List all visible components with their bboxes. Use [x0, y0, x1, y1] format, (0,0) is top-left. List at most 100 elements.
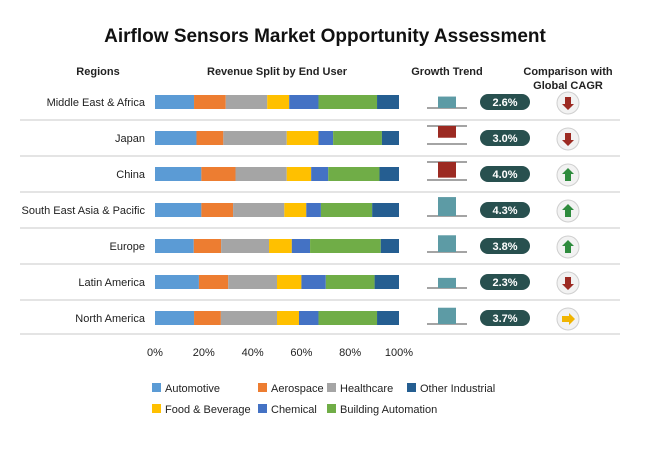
row-japan: Japan 3.0%: [115, 125, 580, 151]
bar-segment-building-automation: [318, 311, 378, 325]
legend-label-building-automation: Building Automation: [340, 404, 437, 416]
x-axis: 0% 20% 40% 60% 80% 100%: [147, 347, 413, 359]
row-north-america: North America 3.7%: [75, 307, 580, 331]
bar-segment-healthcare: [221, 239, 270, 253]
cagr-pill: [480, 130, 530, 146]
trend-bar-up: [438, 307, 456, 324]
bar-segment-chemical: [291, 239, 311, 253]
trend-bar-up: [438, 197, 456, 216]
bar-segment-aerospace: [201, 167, 236, 181]
legend-swatch-chemical: [258, 404, 267, 413]
cagr-value: 2.6%: [492, 97, 517, 109]
cagr-pill: [480, 94, 530, 110]
bar-segment-other-industrial: [379, 167, 399, 181]
trend-bar-up: [438, 235, 456, 252]
bar-segment-other-industrial: [381, 131, 399, 145]
bar-segment-healthcare: [225, 95, 268, 109]
bar-segment-food-and-beverage: [284, 203, 307, 217]
bar-segment-chemical: [318, 131, 334, 145]
legend-label-automotive: Automotive: [165, 383, 220, 395]
header-revenue-split: Revenue Split by End User: [207, 66, 348, 78]
row-middle-east-and-africa: Middle East & Africa 2.6%: [47, 91, 580, 115]
region-label: Japan: [115, 133, 145, 145]
chart-title: Airflow Sensors Market Opportunity Asses…: [104, 26, 546, 47]
row-china: China 4.0%: [116, 161, 580, 187]
bar-segment-food-and-beverage: [277, 275, 302, 289]
cagr-pill: [480, 166, 530, 182]
bar-segment-healthcare: [220, 311, 277, 325]
row-europe: Europe 3.8%: [110, 235, 580, 259]
cagr-value: 2.3%: [492, 277, 517, 289]
arrow-down-icon: [562, 133, 574, 146]
bar-segment-chemical: [301, 275, 326, 289]
arrow-down-icon: [562, 97, 574, 110]
header-regions: Regions: [76, 66, 119, 78]
bar-segment-aerospace: [194, 95, 226, 109]
cagr-value: 3.7%: [492, 313, 517, 325]
legend-swatch-aerospace: [258, 383, 267, 392]
trend-bar-down: [438, 162, 456, 178]
bar-segment-food-and-beverage: [286, 167, 312, 181]
bar-segment-building-automation: [333, 131, 382, 145]
cagr-pill: [480, 274, 530, 290]
bar-segment-other-industrial: [377, 95, 399, 109]
bar-segment-healthcare: [223, 131, 287, 145]
legend-swatch-food-and-beverage: [152, 404, 161, 413]
bar-segment-healthcare: [228, 275, 277, 289]
bar-segment-building-automation: [328, 167, 380, 181]
bar-segment-food-and-beverage: [267, 95, 290, 109]
x-tick-label: 40%: [242, 347, 264, 359]
region-label: Middle East & Africa: [47, 97, 146, 109]
bar-segment-aerospace: [194, 311, 221, 325]
bar-segment-other-industrial: [377, 311, 399, 325]
bar-segment-automotive: [155, 311, 195, 325]
x-tick-label: 20%: [193, 347, 215, 359]
row-south-east-asia-and-pacific: South East Asia & Pacific 4.3%: [21, 197, 580, 223]
bar-segment-other-industrial: [374, 275, 399, 289]
bar-segment-other-industrial: [380, 239, 399, 253]
rows-layer: Middle East & Africa 2.6% Japan 3.0% China 4.…: [20, 91, 620, 335]
arrow-down-icon: [562, 277, 574, 290]
bar-segment-chemical: [306, 203, 321, 217]
legend-swatch-healthcare: [327, 383, 336, 392]
bar-segment-food-and-beverage: [286, 131, 319, 145]
legend-label-food-and-beverage: Food & Beverage: [165, 404, 251, 416]
row-latin-america: Latin America 2.3%: [78, 271, 580, 295]
bar-segment-automotive: [155, 203, 202, 217]
legend-swatch-building-automation: [327, 404, 336, 413]
cagr-pill: [480, 310, 530, 326]
region-label: North America: [75, 313, 146, 325]
legend-label-chemical: Chemical: [271, 404, 317, 416]
bar-segment-food-and-beverage: [277, 311, 299, 325]
legend-label-healthcare: Healthcare: [340, 383, 393, 395]
bar-segment-aerospace: [201, 203, 234, 217]
header-comparison-line2: Global CAGR: [533, 80, 603, 92]
header-growth-trend: Growth Trend: [411, 66, 483, 78]
bar-segment-food-and-beverage: [269, 239, 292, 253]
arrow-up-icon: [562, 204, 574, 217]
legend: Automotive Aerospace Healthcare Other Indus…: [152, 383, 495, 416]
bar-segment-automotive: [155, 131, 197, 145]
bar-segment-building-automation: [320, 203, 373, 217]
cagr-value: 3.0%: [492, 133, 517, 145]
bar-segment-other-industrial: [372, 203, 399, 217]
bar-segment-building-automation: [318, 95, 378, 109]
trend-bar-down: [438, 126, 456, 138]
bar-segment-automotive: [155, 95, 195, 109]
bar-segment-automotive: [155, 167, 202, 181]
x-tick-label: 0%: [147, 347, 163, 359]
header-comparison-line1: Comparison with: [523, 66, 613, 78]
cagr-pill: [480, 202, 530, 218]
arrow-up-icon: [562, 240, 574, 253]
bar-segment-aerospace: [198, 275, 229, 289]
bar-segment-aerospace: [193, 239, 222, 253]
arrow-right-icon: [562, 313, 575, 325]
cagr-value: 3.8%: [492, 241, 517, 253]
legend-swatch-other-industrial: [407, 383, 416, 392]
cagr-value: 4.3%: [492, 205, 517, 217]
bar-segment-chemical: [298, 311, 319, 325]
bar-segment-chemical: [311, 167, 329, 181]
legend-swatch-automotive: [152, 383, 161, 392]
arrow-up-icon: [562, 168, 574, 181]
